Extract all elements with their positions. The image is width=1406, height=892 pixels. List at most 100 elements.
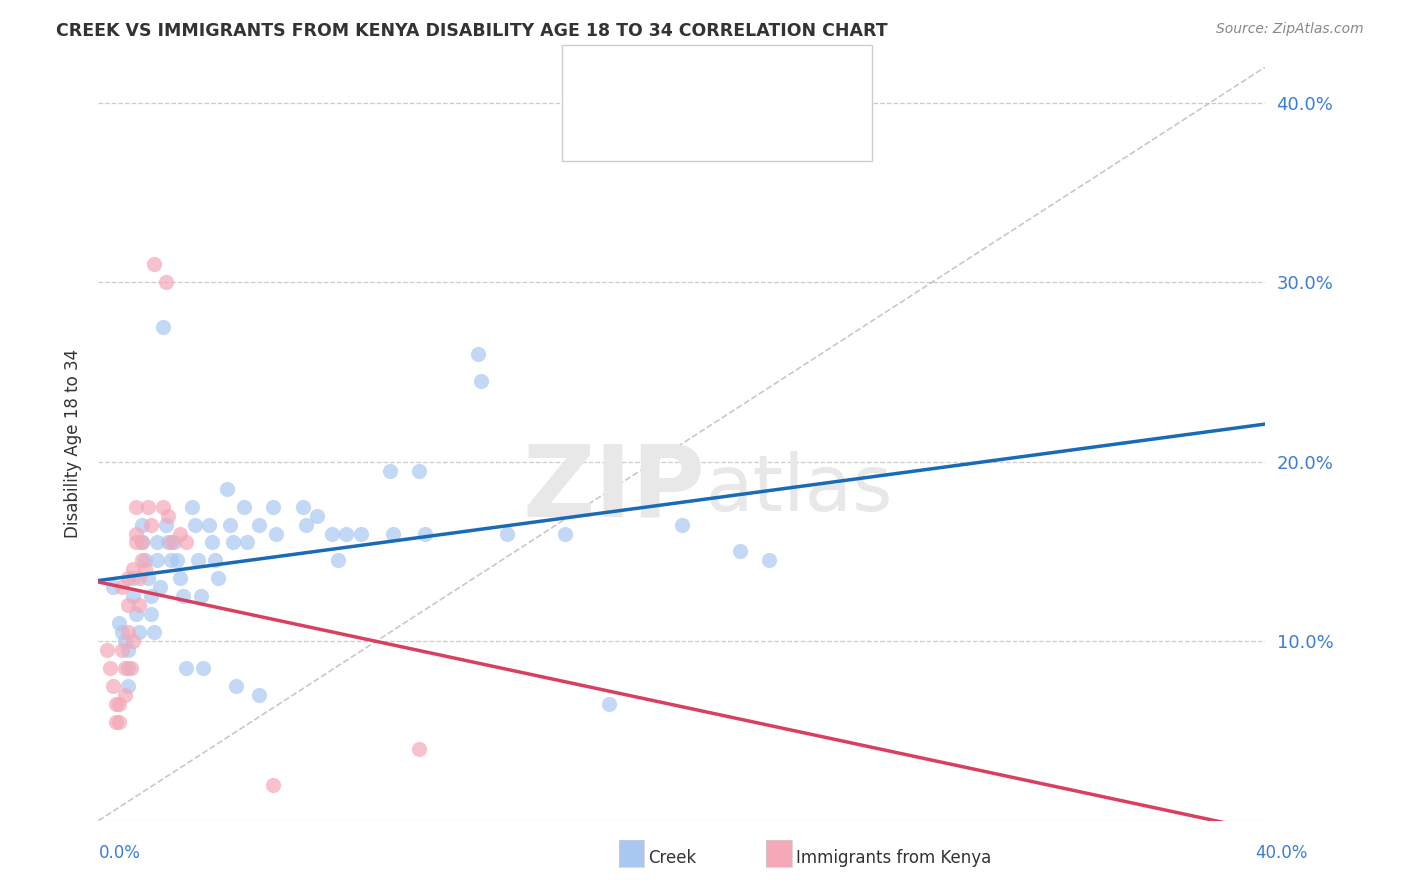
Point bbox=[131, 517, 153, 532]
Text: 40.0%: 40.0% bbox=[1256, 844, 1308, 862]
Point bbox=[350, 526, 373, 541]
Point bbox=[247, 688, 270, 702]
Point bbox=[169, 571, 191, 585]
Point bbox=[172, 590, 194, 604]
Point bbox=[160, 535, 183, 549]
Point bbox=[117, 661, 139, 675]
Point bbox=[122, 571, 145, 585]
Point bbox=[155, 275, 177, 289]
Point bbox=[104, 697, 127, 711]
Text: Immigrants from Kenya: Immigrants from Kenya bbox=[796, 849, 991, 867]
Point bbox=[114, 688, 136, 702]
Point bbox=[114, 661, 136, 675]
Point bbox=[142, 257, 165, 271]
Point bbox=[142, 625, 165, 640]
Point bbox=[98, 661, 121, 675]
Point bbox=[101, 580, 124, 594]
Point bbox=[104, 714, 127, 729]
Point bbox=[131, 553, 153, 567]
Point bbox=[146, 553, 169, 567]
Point bbox=[131, 535, 153, 549]
Point bbox=[117, 679, 139, 693]
Point bbox=[598, 697, 620, 711]
Point bbox=[157, 535, 180, 549]
Point bbox=[108, 697, 131, 711]
Point bbox=[671, 517, 693, 532]
Point bbox=[207, 571, 229, 585]
Point bbox=[467, 347, 489, 361]
Point bbox=[326, 553, 349, 567]
Point bbox=[187, 553, 209, 567]
Text: CREEK VS IMMIGRANTS FROM KENYA DISABILITY AGE 18 TO 34 CORRELATION CHART: CREEK VS IMMIGRANTS FROM KENYA DISABILIT… bbox=[56, 22, 887, 40]
Y-axis label: Disability Age 18 to 34: Disability Age 18 to 34 bbox=[63, 349, 82, 539]
Point bbox=[152, 320, 174, 334]
Point bbox=[136, 500, 159, 514]
Point bbox=[380, 464, 402, 478]
Point bbox=[111, 580, 134, 594]
Point bbox=[122, 634, 145, 648]
Point bbox=[221, 535, 243, 549]
Point bbox=[125, 500, 148, 514]
Point bbox=[408, 742, 430, 756]
Point bbox=[120, 661, 142, 675]
Point bbox=[131, 535, 153, 549]
Text: R = 0.616: R = 0.616 bbox=[621, 109, 711, 127]
Point bbox=[122, 590, 145, 604]
Point bbox=[730, 544, 752, 558]
Point bbox=[307, 508, 329, 523]
Point bbox=[496, 526, 519, 541]
Point bbox=[294, 517, 316, 532]
Point bbox=[382, 526, 405, 541]
Point bbox=[193, 661, 215, 675]
Point bbox=[111, 643, 134, 657]
Point bbox=[122, 562, 145, 576]
Point bbox=[169, 526, 191, 541]
Point bbox=[262, 778, 284, 792]
Point bbox=[183, 517, 205, 532]
Point bbox=[101, 679, 124, 693]
Point bbox=[128, 571, 150, 585]
Point bbox=[128, 599, 150, 613]
Point bbox=[134, 562, 156, 576]
Point bbox=[233, 500, 256, 514]
Point bbox=[114, 634, 136, 648]
Point bbox=[554, 526, 576, 541]
Point bbox=[408, 464, 430, 478]
Point bbox=[125, 535, 148, 549]
Point bbox=[117, 625, 139, 640]
Point bbox=[157, 508, 180, 523]
Text: N = 36: N = 36 bbox=[744, 109, 807, 127]
Point bbox=[413, 526, 436, 541]
Point bbox=[470, 374, 492, 388]
Point bbox=[155, 517, 177, 532]
Point bbox=[128, 625, 150, 640]
Point bbox=[125, 607, 148, 622]
Point bbox=[111, 625, 134, 640]
Point bbox=[198, 517, 221, 532]
Point bbox=[291, 500, 314, 514]
Text: atlas: atlas bbox=[706, 451, 893, 527]
Point bbox=[134, 553, 156, 567]
Point bbox=[108, 714, 131, 729]
Point bbox=[117, 571, 139, 585]
Point bbox=[236, 535, 259, 549]
Text: ZIP: ZIP bbox=[523, 441, 706, 538]
Point bbox=[174, 661, 197, 675]
Point bbox=[160, 553, 183, 567]
Point bbox=[96, 643, 118, 657]
Point bbox=[117, 599, 139, 613]
Text: R = 0.224: R = 0.224 bbox=[621, 61, 711, 78]
Text: Creek: Creek bbox=[648, 849, 696, 867]
Point bbox=[139, 590, 162, 604]
Text: N = 67: N = 67 bbox=[744, 61, 807, 78]
Point bbox=[180, 500, 202, 514]
Point bbox=[190, 590, 212, 604]
Point bbox=[201, 535, 224, 549]
Point bbox=[266, 526, 288, 541]
Point bbox=[262, 500, 284, 514]
Text: Source: ZipAtlas.com: Source: ZipAtlas.com bbox=[1216, 22, 1364, 37]
Point bbox=[117, 643, 139, 657]
Point bbox=[149, 580, 172, 594]
Point bbox=[139, 517, 162, 532]
Point bbox=[139, 607, 162, 622]
